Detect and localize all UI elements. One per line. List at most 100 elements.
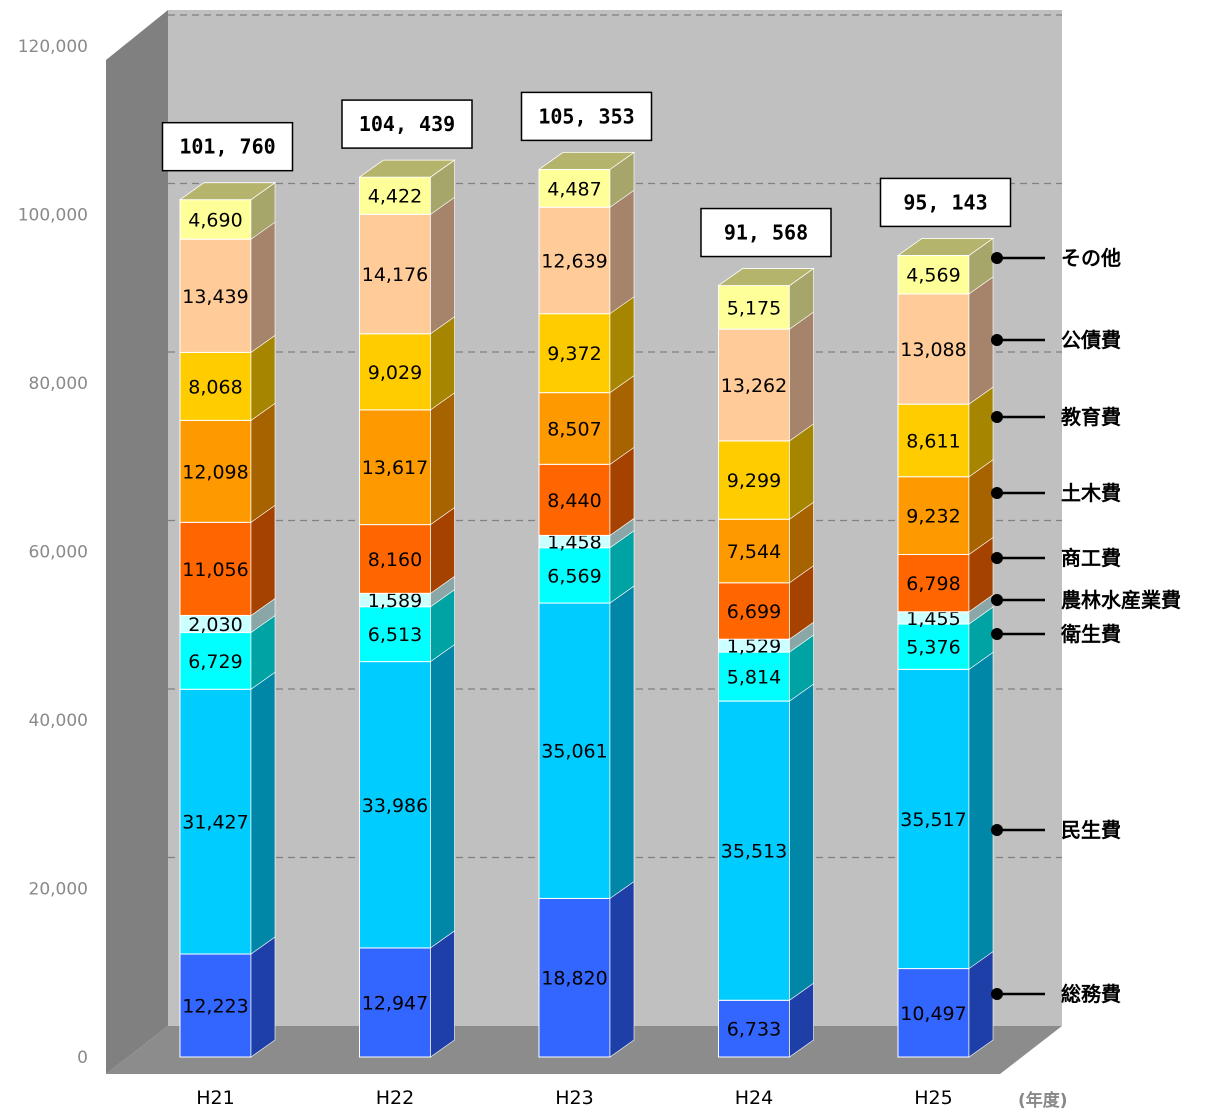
legend-label: 衛生費: [1060, 622, 1121, 646]
legend-label: その他: [1061, 246, 1121, 270]
data-label: 13,262: [721, 375, 787, 397]
data-label: 7,544: [727, 541, 781, 563]
data-label: 12,223: [182, 996, 248, 1018]
data-label: 9,232: [906, 506, 960, 528]
bar-segment: [718, 700, 790, 1001]
data-label: 6,569: [547, 565, 601, 587]
data-label: 12,947: [362, 992, 428, 1014]
data-label: 35,513: [721, 841, 787, 863]
data-label: 35,061: [541, 741, 607, 763]
legend-entry: 農林水産業費: [991, 588, 1181, 612]
data-label: 4,569: [906, 265, 960, 287]
legend-entry: 民生費: [991, 818, 1121, 842]
data-label: 6,798: [906, 573, 960, 595]
bar-segment: [538, 206, 611, 315]
data-label: 12,639: [541, 250, 607, 272]
data-label: 14,176: [362, 264, 428, 286]
data-label: 6,733: [727, 1019, 781, 1041]
legend-label: 商工費: [1061, 546, 1121, 570]
data-label: 8,068: [188, 376, 242, 398]
bar-stack-H25: 10,497 35,517 5,376 1,455 6,798 9,232 8,611 13,…: [879, 177, 1012, 1058]
total-label: 95, 143: [903, 190, 987, 214]
bar-segment: [897, 293, 970, 405]
total-label: 105, 353: [538, 104, 634, 128]
legend-label: 公債費: [1061, 328, 1121, 352]
bar-segment: [538, 897, 611, 1058]
bar-segment: [359, 661, 431, 949]
bar-segment: [359, 606, 431, 663]
bar-segment: [718, 285, 790, 330]
y-tick-label: 0: [77, 1048, 88, 1068]
bar-segment: [538, 392, 611, 465]
plot-side-wall: [106, 10, 168, 1074]
data-label: 12,098: [182, 461, 248, 483]
bar-segment: [897, 403, 970, 478]
bar-segment: [897, 668, 970, 970]
bar-segment-side: [430, 930, 455, 1058]
bar-segment-side: [789, 683, 814, 1001]
data-label: 6,699: [727, 601, 781, 623]
data-label: 1,529: [727, 636, 781, 658]
bar-segment: [179, 419, 252, 523]
data-label: 1,458: [547, 532, 601, 554]
bar-segment-side: [430, 644, 455, 949]
data-label: 6,729: [188, 651, 242, 673]
bar-segment-side: [250, 936, 276, 1058]
data-label: 5,814: [727, 667, 781, 689]
total-label: 91, 568: [724, 221, 808, 245]
data-label: 4,487: [547, 178, 601, 200]
x-tick-label: H23: [555, 1087, 593, 1109]
data-label: 8,611: [906, 430, 960, 452]
total-box: [520, 91, 653, 142]
legend-label: 民生費: [1061, 818, 1121, 842]
bar-segment: [538, 313, 611, 394]
bar-segment-side: [609, 880, 635, 1058]
data-label: 8,160: [368, 549, 422, 571]
data-label: 6,513: [368, 624, 422, 646]
data-label: 11,056: [182, 559, 248, 581]
bar-segment: [897, 476, 970, 556]
bar-segment-side: [968, 950, 994, 1058]
total-box: [700, 207, 832, 258]
x-axis: H21 H22 H23 H24 H25: [196, 1087, 952, 1109]
legend-entry: 教育費: [991, 405, 1121, 429]
bar-segment: [718, 582, 790, 640]
bar-segment-side: [968, 276, 994, 405]
bar-segment-side: [250, 221, 276, 353]
total-label: 104, 439: [359, 112, 455, 136]
bar-segment-side: [250, 402, 276, 523]
bar-segment: [897, 968, 970, 1058]
data-label: 4,422: [368, 186, 422, 208]
data-label: 5,175: [727, 297, 781, 319]
data-label: 10,497: [900, 1003, 966, 1025]
bar-segment-side: [609, 585, 635, 900]
data-label: 1,589: [368, 590, 422, 612]
bar-segment-side: [789, 311, 814, 442]
legend-entry: 公債費: [991, 328, 1121, 352]
y-tick-label: 80,000: [29, 374, 88, 394]
bar-segment: [718, 328, 790, 442]
legend-entry: 土木費: [991, 481, 1121, 505]
legend-entry: 衛生費: [991, 622, 1121, 646]
bar-segment: [718, 651, 790, 702]
total-label: 101, 760: [179, 135, 275, 159]
bar-segment: [179, 238, 252, 353]
bar-segment: [359, 176, 431, 215]
data-label: 9,029: [368, 362, 422, 384]
x-tick-label: H22: [376, 1087, 414, 1109]
data-label: 9,299: [727, 470, 781, 492]
bar-segment: [359, 333, 431, 411]
bar-segment: [179, 199, 252, 240]
y-tick-label: 40,000: [29, 711, 88, 731]
bar-segment: [538, 463, 611, 536]
bar-stack-H22: 12,947 33,986 6,513 1,589 8,160 13,617 9,029 14…: [341, 99, 473, 1058]
bar-segment: [718, 518, 790, 584]
legend-entry: その他: [991, 246, 1121, 270]
legend-entry: 総務費: [991, 982, 1121, 1006]
bar-stack-H24: 6,733 35,513 5,814 1,529 6,699 7,544 9,299 13,2…: [700, 207, 832, 1058]
bar-segment: [897, 623, 970, 670]
y-tick-label: 100,000: [18, 206, 88, 226]
legend-label: 教育費: [1061, 405, 1121, 429]
y-axis: 0 20,000 40,000 60,000 80,000 100,000 120,000: [18, 37, 88, 1068]
